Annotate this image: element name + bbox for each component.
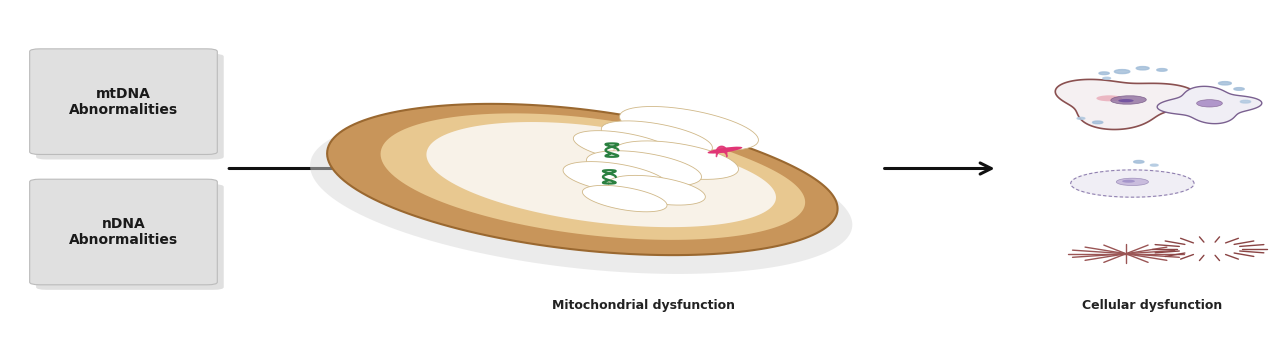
Circle shape bbox=[1157, 68, 1167, 71]
Polygon shape bbox=[310, 113, 853, 274]
Ellipse shape bbox=[1122, 180, 1135, 183]
Polygon shape bbox=[1055, 80, 1197, 129]
Circle shape bbox=[1150, 164, 1158, 166]
FancyBboxPatch shape bbox=[30, 179, 218, 285]
Circle shape bbox=[1077, 117, 1084, 119]
Circle shape bbox=[1240, 100, 1251, 103]
Polygon shape bbox=[426, 122, 775, 227]
Polygon shape bbox=[614, 141, 738, 179]
FancyBboxPatch shape bbox=[36, 184, 224, 290]
Polygon shape bbox=[327, 104, 837, 255]
Ellipse shape bbox=[1117, 178, 1149, 186]
Ellipse shape bbox=[1118, 99, 1133, 102]
Text: nDNA
Abnormalities: nDNA Abnormalities bbox=[70, 217, 178, 247]
Circle shape bbox=[1099, 72, 1109, 74]
Circle shape bbox=[1133, 160, 1144, 163]
Circle shape bbox=[1103, 77, 1110, 79]
Ellipse shape bbox=[1175, 241, 1244, 256]
Circle shape bbox=[1234, 88, 1244, 90]
Polygon shape bbox=[1070, 170, 1194, 197]
Ellipse shape bbox=[1096, 95, 1122, 101]
Polygon shape bbox=[586, 151, 702, 186]
Polygon shape bbox=[1157, 86, 1262, 124]
Text: Cellular dysfunction: Cellular dysfunction bbox=[1082, 299, 1222, 312]
Polygon shape bbox=[601, 121, 712, 156]
FancyBboxPatch shape bbox=[30, 49, 218, 154]
Polygon shape bbox=[563, 162, 668, 194]
Text: mtDNA
Abnormalities: mtDNA Abnormalities bbox=[70, 87, 178, 117]
FancyBboxPatch shape bbox=[36, 54, 224, 159]
Polygon shape bbox=[620, 106, 759, 150]
Polygon shape bbox=[608, 175, 706, 205]
Text: Mitochondrial dysfunction: Mitochondrial dysfunction bbox=[553, 299, 735, 312]
Ellipse shape bbox=[1110, 96, 1146, 104]
Circle shape bbox=[1136, 67, 1149, 70]
Polygon shape bbox=[582, 185, 667, 212]
Circle shape bbox=[1218, 82, 1231, 85]
Ellipse shape bbox=[707, 147, 742, 154]
Circle shape bbox=[1092, 121, 1103, 124]
Polygon shape bbox=[573, 131, 676, 163]
Ellipse shape bbox=[1197, 100, 1222, 107]
Polygon shape bbox=[380, 113, 805, 240]
Circle shape bbox=[1114, 69, 1130, 73]
